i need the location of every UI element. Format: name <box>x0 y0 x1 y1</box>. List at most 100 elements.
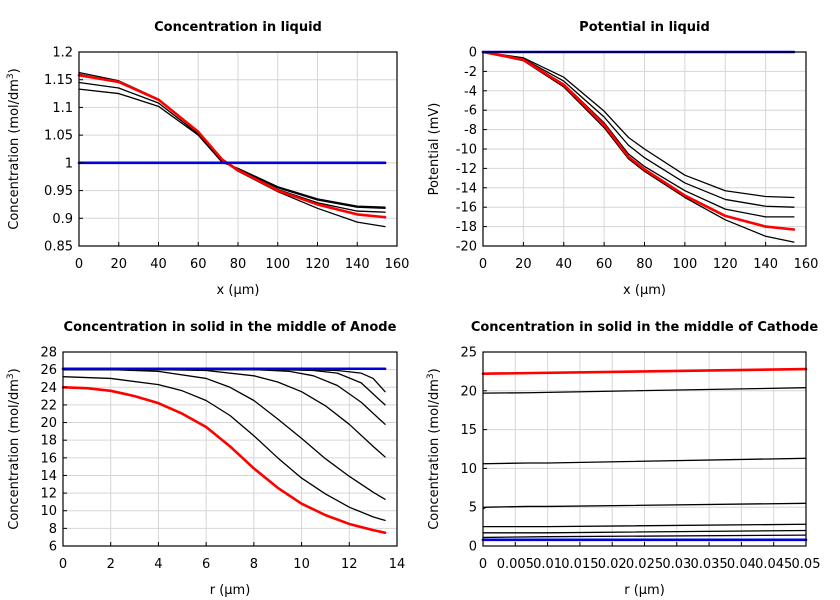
x-tick-label: 0.01 <box>533 557 562 572</box>
x-tick-label: 140 <box>753 257 778 272</box>
y-tick-label: 8 <box>49 522 57 537</box>
series-line-p-red <box>481 50 796 231</box>
y-tick-label: 1.05 <box>44 129 73 144</box>
y-axis-label: Potential (mV) <box>427 103 442 196</box>
chart-panel-4: 0 0.005 0.01 0.015 0.02 0.025 0.03 0.035 0.04 0.0… <box>426 320 820 598</box>
x-tick-label: 40 <box>150 257 167 272</box>
x-tick-label: 0 <box>479 257 487 272</box>
series-line-k-3 <box>482 502 807 510</box>
x-tick-label: 0 <box>75 257 83 272</box>
x-axis-label: r (µm) <box>624 583 665 598</box>
x-tick-label: 160 <box>794 257 819 272</box>
x-tick-label: 140 <box>345 257 370 272</box>
y-tick-label: 1.15 <box>44 73 73 88</box>
x-tick-label: 20 <box>515 257 532 272</box>
y-tick-label: 1.1 <box>52 101 73 116</box>
x-tick-label: 100 <box>265 257 290 272</box>
y-tick-label: 15 <box>460 423 477 438</box>
series-line-k-2 <box>482 457 807 465</box>
x-tick-label: 4 <box>154 557 162 572</box>
y-tick-label: 10 <box>40 504 57 519</box>
x-tick-label: 0.015 <box>561 557 598 572</box>
y-tick-label: 22 <box>40 398 57 413</box>
x-tick-label: 60 <box>596 257 613 272</box>
x-tick-label: 0 <box>479 557 487 572</box>
x-tick-label: 12 <box>341 557 358 572</box>
chart-panel-3: 0 2 4 6 8 10 12 146810121416182022242628Concent… <box>6 320 405 598</box>
y-tick-label: -10 <box>456 143 477 158</box>
x-tick-label: 120 <box>305 257 330 272</box>
series-line-a-4 <box>62 368 386 458</box>
y-tick-label: 0.95 <box>44 184 73 199</box>
y-tick-label: 18 <box>40 434 57 449</box>
series-line-a-3 <box>62 368 386 425</box>
plot-frame <box>62 351 398 547</box>
y-tick-label: 28 <box>40 346 57 361</box>
series-line-k-4 <box>482 523 807 528</box>
chart-panel-2: 0 20 40 60 80 100 120 140 160-20-18-16-14-12-10-… <box>427 20 818 298</box>
x-tick-label: 120 <box>713 257 738 272</box>
y-tick-label: 0.9 <box>52 212 73 227</box>
series-line-a-6 <box>62 376 386 522</box>
x-tick-label: 0.035 <box>690 557 727 572</box>
x-tick-label: 6 <box>202 557 210 572</box>
series-line-p-3 <box>482 51 795 208</box>
series-line-a-5 <box>62 368 386 500</box>
y-tick-label: -12 <box>456 162 477 177</box>
series-line-c-3 <box>78 81 386 209</box>
y-tick-label: 0 <box>469 540 477 555</box>
series-line-k-5 <box>482 529 807 534</box>
y-tick-label: 26 <box>40 363 57 378</box>
y-tick-label: 6 <box>49 540 57 555</box>
chart-title: Concentration in liquid <box>154 20 322 35</box>
y-tick-label: 5 <box>469 501 477 516</box>
y-tick-label: -14 <box>456 181 477 196</box>
y-tick-label: -20 <box>456 240 477 255</box>
series-line-c-4 <box>78 88 386 208</box>
x-tick-label: 0.025 <box>626 557 663 572</box>
x-tick-label: 0.05 <box>792 557 821 572</box>
x-tick-label: 14 <box>389 557 406 572</box>
y-tick-label: 1.2 <box>52 46 73 61</box>
y-tick-label: 24 <box>40 381 57 396</box>
y-tick-label: -4 <box>464 84 477 99</box>
y-tick-label: 20 <box>40 416 57 431</box>
x-tick-label: 0.005 <box>497 557 534 572</box>
x-tick-label: 60 <box>190 257 207 272</box>
y-tick-label: -2 <box>464 65 477 80</box>
y-tick-label: 14 <box>40 469 57 484</box>
x-tick-label: 0.03 <box>662 557 691 572</box>
x-tick-label: 100 <box>672 257 697 272</box>
y-axis-label: Concentration (mol/dm3) <box>6 68 22 230</box>
x-axis-label: x (µm) <box>217 283 260 298</box>
x-tick-label: 0.02 <box>598 557 627 572</box>
x-tick-label: 160 <box>385 257 410 272</box>
x-tick-label: 40 <box>555 257 572 272</box>
chart-panel-1: 0 20 40 60 80 100 120 140 160 0.85 0.9 0.95 1 1.05 1.1… <box>6 20 409 298</box>
y-tick-label: 1 <box>65 156 73 171</box>
x-tick-label: 8 <box>250 557 258 572</box>
chart-title: Concentration in solid in the middle of … <box>64 320 397 335</box>
y-tick-label: -18 <box>456 220 477 235</box>
x-tick-label: 0.045 <box>755 557 792 572</box>
series-line-a-red <box>61 385 387 535</box>
series-line-p-4 <box>482 51 795 199</box>
y-tick-label: 25 <box>460 346 477 361</box>
y-axis-label: Concentration (mol/dm3) <box>6 368 22 530</box>
x-tick-label: 2 <box>107 557 115 572</box>
y-tick-label: 10 <box>460 462 477 477</box>
y-tick-label: 16 <box>40 451 57 466</box>
y-tick-label: -6 <box>464 104 477 119</box>
x-axis-label: x (µm) <box>623 283 666 298</box>
series-line-k-red <box>481 367 808 376</box>
chart-title: Concentration in solid in the middle of … <box>471 320 819 335</box>
x-tick-label: 80 <box>636 257 653 272</box>
x-tick-label: 10 <box>293 557 310 572</box>
x-tick-label: 20 <box>110 257 127 272</box>
x-axis-label: r (µm) <box>210 583 251 598</box>
y-tick-label: -8 <box>464 123 477 138</box>
series-line-k-1 <box>482 387 807 394</box>
x-tick-label: 80 <box>230 257 247 272</box>
series-line-c-red <box>77 73 387 219</box>
